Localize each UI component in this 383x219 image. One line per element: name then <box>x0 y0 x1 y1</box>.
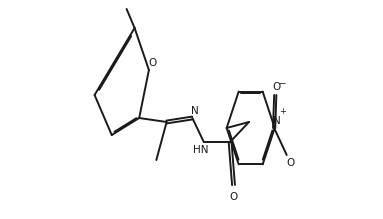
Text: O: O <box>272 82 280 92</box>
Text: N: N <box>273 116 281 126</box>
Text: HN: HN <box>193 145 208 155</box>
Text: +: + <box>279 108 286 117</box>
Text: −: − <box>278 78 285 88</box>
Text: O: O <box>148 58 157 68</box>
Text: O: O <box>286 158 294 168</box>
Text: N: N <box>192 106 199 116</box>
Text: O: O <box>229 192 238 202</box>
